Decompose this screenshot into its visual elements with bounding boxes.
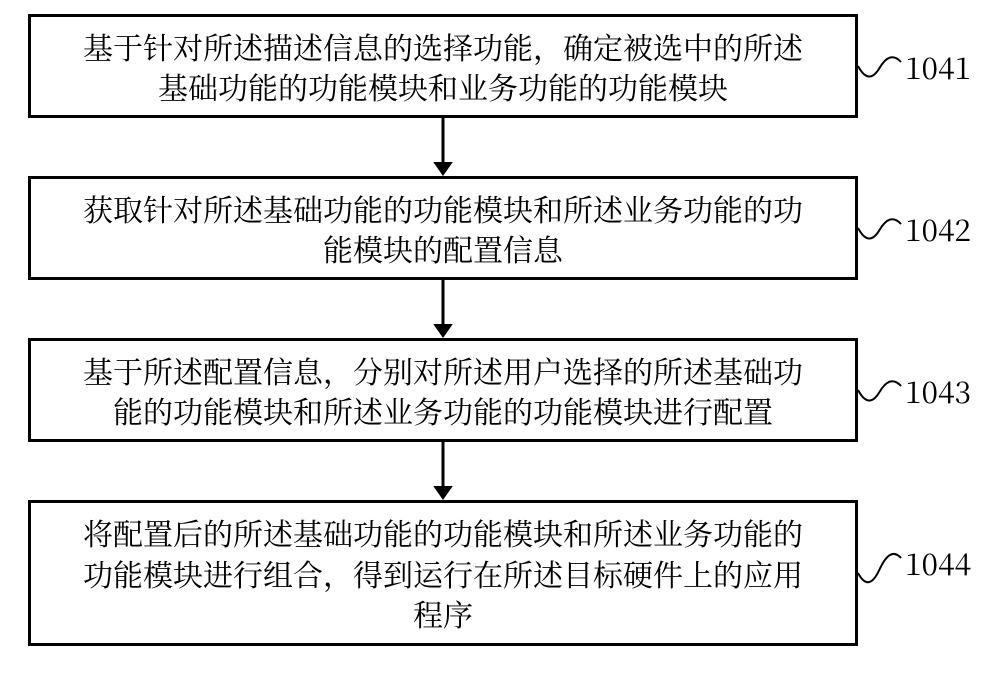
flow-node-n3: 基于所述配置信息，分别对所述用户选择的所述基础功 能的功能模块和所述业务功能的功… (28, 338, 858, 442)
edge-n3-n4 (427, 442, 459, 500)
flow-node-n1: 基于针对所述描述信息的选择功能，确定被选中的所述 基础功能的功能模块和业务功能的… (28, 14, 858, 118)
flow-node-label-n3: 1043 (905, 368, 971, 412)
label-connector-n2 (858, 204, 901, 248)
flow-node-label-n4: 1044 (905, 540, 971, 584)
flow-node-label-n2: 1042 (905, 206, 971, 250)
label-connector-n4 (858, 538, 901, 593)
flow-node-label-n1: 1041 (905, 44, 971, 88)
flow-node-n4: 将配置后的所述基础功能的功能模块和所述业务功能的 功能模块进行组合，得到运行在所… (28, 500, 858, 646)
flowchart-canvas: 基于针对所述描述信息的选择功能，确定被选中的所述 基础功能的功能模块和业务功能的… (0, 0, 1000, 692)
label-connector-n1 (858, 42, 901, 86)
flow-node-n2: 获取针对所述基础功能的功能模块和所述业务功能的功 能模块的配置信息 (28, 176, 858, 280)
edge-n1-n2 (427, 118, 459, 176)
label-connector-n3 (858, 366, 901, 410)
edge-n2-n3 (427, 280, 459, 338)
